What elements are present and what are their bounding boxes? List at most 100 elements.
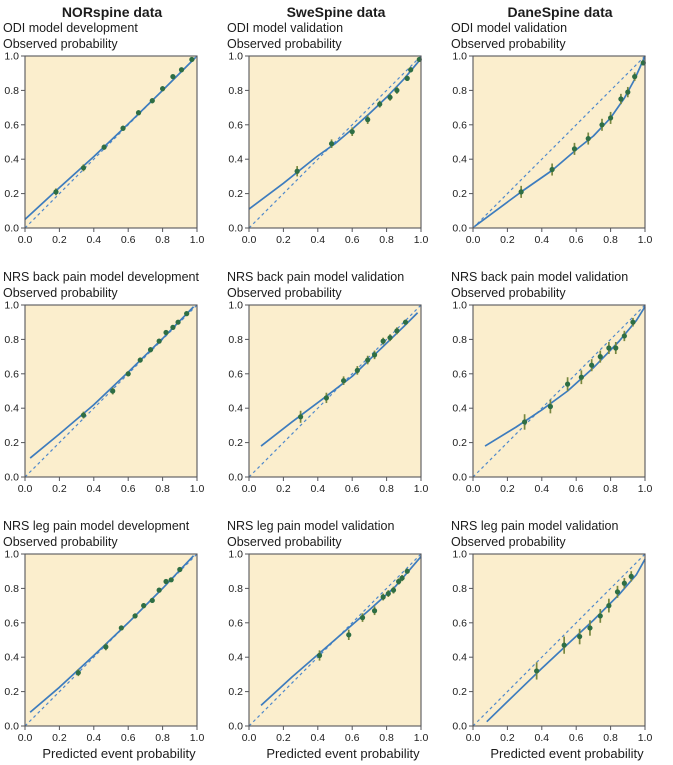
identity-line (472, 55, 646, 229)
svg-text:1.0: 1.0 (4, 550, 19, 561)
plot-svg: 0.00.0 0.2 0.2 0.4 0.4 0.6 0.6 0.8 0.8 1.0 1.0 (228, 301, 428, 495)
svg-text:0.8: 0.8 (4, 583, 19, 595)
svg-text:1.0: 1.0 (638, 732, 653, 744)
svg-text:0.2: 0.2 (228, 437, 243, 449)
plot-frame (472, 553, 646, 727)
figure-row-odi: NORspine data ODI model development Obse… (0, 0, 673, 246)
y-axis-label: Observed probability (3, 285, 118, 300)
identity-line (248, 55, 422, 229)
svg-text:1.0: 1.0 (638, 234, 653, 246)
svg-text:0.6: 0.6 (569, 732, 584, 744)
panel-swespine-back-validation: NRS back pain model validation Observed … (224, 270, 448, 495)
svg-text:0.6: 0.6 (345, 483, 360, 495)
plot-svg: 0.00.0 0.2 0.2 0.4 0.4 0.6 0.6 0.8 0.8 1.0 1.0 (4, 52, 204, 246)
svg-text:0.6: 0.6 (228, 368, 243, 380)
svg-text:0.0: 0.0 (228, 472, 243, 484)
svg-text:1.0: 1.0 (228, 550, 243, 561)
svg-text:0.2: 0.2 (228, 686, 243, 698)
svg-text:0.4: 0.4 (228, 154, 243, 166)
axis-ticks: 0.00.0 0.2 0.2 0.4 0.4 0.6 0.6 0.8 0.8 1.0 1.0 (4, 550, 204, 744)
plot-subtitle: NRS back pain model validation (451, 270, 629, 284)
calibration-plot: 0.0 0.0 0.2 0.2 0.4 0.4 0.6 0.6 0.8 0.8 1.0 1.0 (0, 301, 224, 495)
y-axis-label: Observed probability (3, 534, 118, 549)
svg-text:0.2: 0.2 (4, 686, 19, 698)
axis-ticks: 0.00.0 0.2 0.2 0.4 0.4 0.6 0.6 0.8 0.8 1.0 1.0 (452, 301, 652, 495)
plot-frame (248, 553, 422, 727)
svg-text:0.0: 0.0 (466, 234, 481, 246)
data-points (294, 56, 422, 174)
svg-text:0.8: 0.8 (155, 732, 170, 744)
panel-danespine-leg-validation: NRS leg pain model validation Observed p… (448, 519, 672, 764)
svg-text:0.0: 0.0 (242, 234, 257, 246)
svg-text:0.0: 0.0 (4, 223, 19, 235)
svg-text:0.2: 0.2 (276, 732, 291, 744)
panel-swespine-odi-validation: SweSpine data ODI model validation Obser… (224, 3, 448, 246)
svg-text:0.2: 0.2 (500, 732, 515, 744)
svg-text:0.6: 0.6 (452, 368, 467, 380)
svg-text:0.4: 0.4 (534, 234, 549, 246)
svg-text:0.2: 0.2 (228, 188, 243, 200)
plot-svg: 0.00.0 0.2 0.2 0.4 0.4 0.6 0.6 0.8 0.8 1.0 1.0 (4, 301, 204, 495)
column-title-norspine: NORspine data (61, 4, 163, 20)
calibration-line (486, 558, 646, 723)
plot-svg: 0.00.0 0.2 0.2 0.4 0.4 0.6 0.6 0.8 0.8 1.0 1.0 (228, 550, 428, 744)
figure-row-nrs-leg: NRS leg pain model development Observed … (0, 519, 673, 764)
calibration-plot: 0.0 0.0 0.2 0.2 0.4 0.4 0.6 0.6 0.8 0.8 1.0 1.0 (224, 550, 448, 744)
x-axis-label: Predicted event probability (490, 746, 644, 761)
data-points (298, 319, 409, 420)
svg-text:0.4: 0.4 (4, 403, 19, 415)
data-points (522, 319, 636, 425)
svg-text:0.8: 0.8 (603, 234, 618, 246)
identity-line (472, 553, 646, 727)
plot-svg: 0.00.0 0.2 0.2 0.4 0.4 0.6 0.6 0.8 0.8 1.0 1.0 (4, 550, 204, 744)
svg-text:0.8: 0.8 (452, 583, 467, 595)
axis-ticks: 0.00.0 0.2 0.2 0.4 0.4 0.6 0.6 0.8 0.8 1.0 1.0 (228, 301, 428, 495)
svg-text:0.4: 0.4 (310, 732, 325, 744)
svg-text:0.0: 0.0 (4, 472, 19, 484)
y-axis-label: Observed probability (3, 36, 118, 51)
svg-text:0.6: 0.6 (228, 617, 243, 629)
svg-text:0.8: 0.8 (379, 234, 394, 246)
svg-text:0.6: 0.6 (452, 119, 467, 131)
svg-text:0.0: 0.0 (242, 732, 257, 744)
svg-text:0.8: 0.8 (228, 583, 243, 595)
y-axis-label: Observed probability (227, 36, 342, 51)
svg-text:0.4: 0.4 (534, 732, 549, 744)
svg-text:0.8: 0.8 (379, 732, 394, 744)
svg-text:0.0: 0.0 (466, 732, 481, 744)
svg-text:0.0: 0.0 (18, 234, 33, 246)
panel-norspine-leg-development: NRS leg pain model development Observed … (0, 519, 224, 764)
svg-text:0.2: 0.2 (452, 188, 467, 200)
panel-swespine-leg-validation: NRS leg pain model validation Observed p… (224, 519, 448, 764)
svg-text:0.4: 0.4 (4, 154, 19, 166)
svg-text:0.6: 0.6 (345, 234, 360, 246)
svg-text:0.8: 0.8 (452, 334, 467, 346)
axis-ticks: 0.00.0 0.2 0.2 0.4 0.4 0.6 0.6 0.8 0.8 1.0 1.0 (228, 52, 428, 246)
svg-text:1.0: 1.0 (228, 301, 243, 312)
plot-subtitle: NRS leg pain model validation (451, 519, 619, 533)
svg-text:1.0: 1.0 (190, 732, 205, 744)
plot-subtitle: NRS leg pain model development (3, 519, 190, 533)
svg-text:0.2: 0.2 (4, 188, 19, 200)
plot-subtitle: NRS back pain model validation (227, 270, 405, 284)
svg-text:0.8: 0.8 (603, 732, 618, 744)
svg-text:0.6: 0.6 (121, 732, 136, 744)
plot-svg: 0.00.0 0.2 0.2 0.4 0.4 0.6 0.6 0.8 0.8 1.0 1.0 (452, 301, 652, 495)
svg-text:0.2: 0.2 (500, 234, 515, 246)
svg-text:0.6: 0.6 (228, 119, 243, 131)
svg-text:0.4: 0.4 (452, 154, 467, 166)
svg-text:0.4: 0.4 (86, 234, 101, 246)
calibration-line (260, 312, 419, 447)
data-points (316, 568, 410, 659)
svg-text:0.0: 0.0 (228, 721, 243, 733)
svg-text:0.6: 0.6 (4, 617, 19, 629)
calibration-plot: 0.0 0.0 0.2 0.2 0.4 0.4 0.6 0.6 0.8 0.8 1.0 1.0 (0, 550, 224, 744)
svg-text:0.2: 0.2 (52, 234, 67, 246)
svg-text:0.6: 0.6 (345, 732, 360, 744)
svg-text:0.6: 0.6 (4, 368, 19, 380)
svg-text:0.6: 0.6 (569, 234, 584, 246)
calibration-line (474, 55, 646, 227)
svg-text:0.4: 0.4 (86, 732, 101, 744)
svg-text:0.8: 0.8 (452, 85, 467, 97)
svg-text:0.2: 0.2 (52, 732, 67, 744)
